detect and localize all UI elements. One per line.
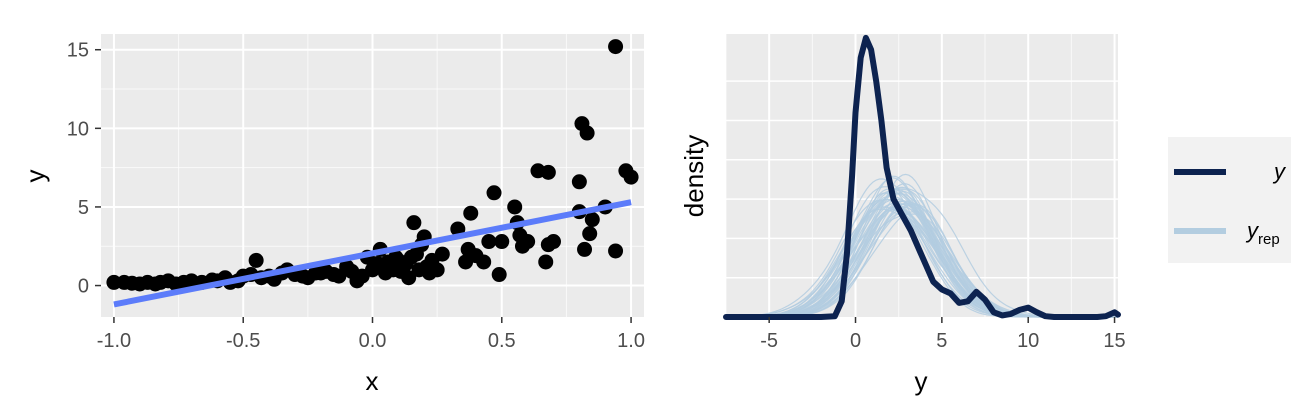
y-tick-label: 0 (78, 276, 89, 298)
x-tick-label: 5 (936, 330, 947, 352)
legend-label-yrep-subscript: rep (1258, 231, 1280, 248)
x-tick-label: 0.0 (359, 330, 387, 352)
scatter-point (491, 267, 507, 283)
scatter-point (582, 226, 598, 242)
scatter-point (106, 274, 122, 290)
x-tick-label: -5 (760, 330, 778, 352)
regression-line (113, 199, 632, 308)
x-tick-label: 0.5 (488, 330, 516, 352)
scatter-x-ticks: -1.0 -0.5 0.0 0.5 1.0 (97, 317, 645, 352)
scatter-point (434, 246, 450, 262)
density-gridlines (725, 34, 1118, 317)
x-tick-label: -0.5 (226, 330, 260, 352)
density-x-axis-title: y (915, 366, 928, 396)
x-tick-label: -1.0 (97, 330, 131, 352)
scatter-point (608, 39, 624, 55)
density-panel-background (726, 34, 1118, 317)
scatter-point (494, 234, 510, 250)
density-x-ticks: -5 0 5 10 15 (760, 317, 1126, 352)
scatter-x-axis-title: x (366, 366, 379, 396)
legend-label-y: y (1272, 159, 1287, 184)
x-tick-label: 15 (1103, 330, 1125, 352)
scatter-point (486, 185, 502, 201)
density-panel: -5 0 5 10 15 y density (679, 34, 1126, 396)
scatter-point (579, 125, 595, 141)
scatter-y-ticks: 0 5 10 15 (67, 40, 101, 298)
legend: y yrep (1168, 137, 1291, 263)
scatter-point (476, 254, 492, 270)
x-tick-label: 1.0 (617, 330, 645, 352)
scatter-y-axis-title: y (20, 170, 50, 183)
scatter-point (571, 174, 587, 190)
y-tick-label: 10 (67, 118, 89, 140)
scatter-point (623, 169, 639, 185)
y-tick-label: 15 (67, 40, 89, 62)
scatter-point (429, 262, 445, 278)
y-density-line (723, 34, 1121, 320)
scatter-panel: -1.0 -0.5 0.0 0.5 1.0 0 5 10 15 x y (20, 34, 645, 396)
legend-label-yrep-base: y (1245, 218, 1260, 243)
x-tick-label: 10 (1017, 330, 1039, 352)
scatter-point (248, 252, 264, 268)
scatter-point (577, 241, 593, 257)
scatter-point (401, 270, 417, 286)
y-tick-label: 5 (78, 197, 89, 219)
scatter-point (608, 243, 624, 259)
scatter-point (520, 234, 536, 250)
legend-label-yrep: yrep (1245, 218, 1280, 248)
x-tick-label: 0 (850, 330, 861, 352)
scatter-point (584, 212, 600, 228)
legend-background (1168, 137, 1291, 263)
scatter-point (538, 254, 554, 270)
scatter-point (507, 199, 523, 215)
scatter-point (546, 234, 561, 250)
scatter-point (540, 164, 556, 180)
scatter-point (406, 215, 422, 231)
scatter-point (463, 205, 479, 221)
scatter-point (481, 234, 497, 250)
density-y-axis-title: density (679, 135, 709, 217)
